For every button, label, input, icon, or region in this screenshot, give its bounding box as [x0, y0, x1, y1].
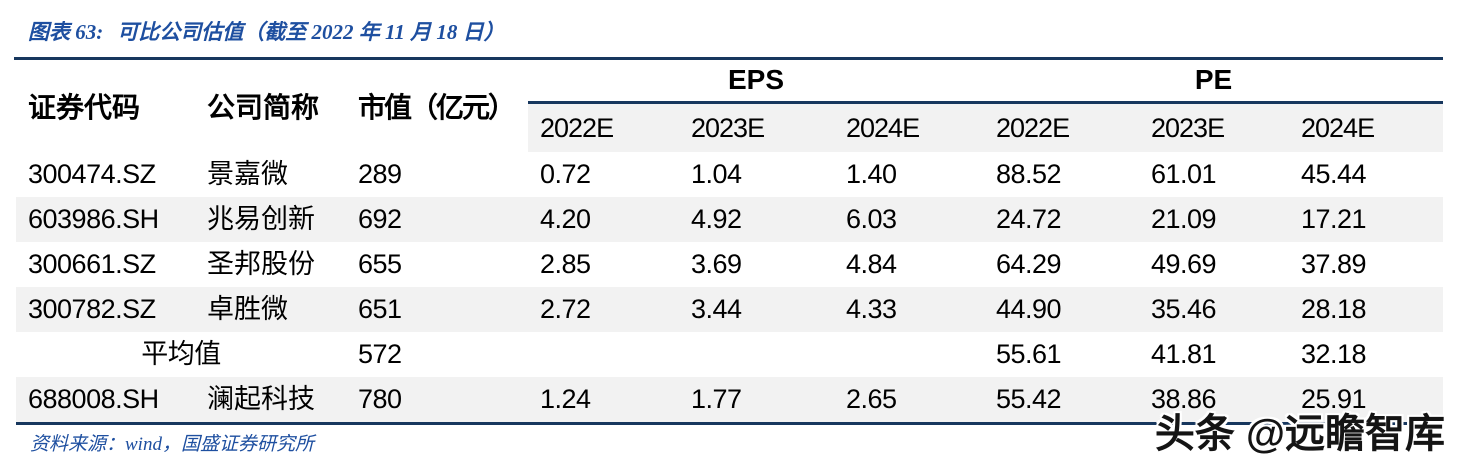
- cell-eps-2023e: 4.92: [691, 204, 742, 234]
- year-subheader-row: 2022E 2023E 2024E 2022E 2023E 2024E: [528, 104, 1443, 152]
- cell-pe-2024e: 17.21: [1301, 204, 1367, 234]
- cell-pe-2024e: 37.89: [1301, 249, 1367, 279]
- cell-security-code: 300782.SZ: [28, 294, 156, 324]
- valuation-table: 证券代码 公司简称 市值（亿元） EPS PE 2022E 2023E 2024…: [16, 60, 1443, 425]
- cell-eps-2023e: 3.44: [691, 294, 742, 324]
- header-group-eps: EPS: [727, 64, 785, 95]
- bottom-divider: [16, 422, 1443, 425]
- cell-eps-2022e: 4.20: [540, 204, 591, 234]
- cell-pe-2022e: 55.42: [996, 384, 1062, 414]
- cell-market-cap: 572: [358, 339, 402, 369]
- top-divider: [14, 57, 1443, 60]
- watermark-toutiao: 头条 @远瞻智库: [1154, 412, 1445, 456]
- cell-pe-2023e: 38.86: [1151, 384, 1217, 414]
- cell-eps-2022e: 1.24: [540, 384, 591, 414]
- cell-pe-2023e: 41.81: [1151, 339, 1217, 369]
- cell-market-cap: 692: [358, 204, 402, 234]
- cell-company-name: 澜起科技: [207, 384, 315, 414]
- cell-company-name: 兆易创新: [207, 204, 315, 234]
- cell-eps-2023e: 1.77: [691, 384, 742, 414]
- cell-eps-2023e: 3.69: [691, 249, 742, 279]
- cell-pe-2023e: 21.09: [1151, 204, 1217, 234]
- cell-eps-2022e: 2.85: [540, 249, 591, 279]
- cell-pe-2024e: 25.91: [1301, 384, 1367, 414]
- cell-pe-2022e: 44.90: [996, 294, 1062, 324]
- cell-average-label: 平均值: [141, 339, 221, 369]
- cell-pe-2022e: 24.72: [996, 204, 1062, 234]
- cell-security-code: 603986.SH: [28, 204, 159, 234]
- header-market-cap: 市值（亿元）: [358, 93, 516, 124]
- cell-pe-2023e: 49.69: [1151, 249, 1217, 279]
- header-security-code: 证券代码: [28, 93, 141, 124]
- subheader-eps-2024e: 2024E: [846, 113, 920, 143]
- figure-number: 图表 63:: [28, 20, 104, 44]
- table-row: 300474.SZ 景嘉微 289 0.72 1.04 1.40 88.52 6…: [16, 152, 1443, 197]
- table-row: 603986.SH 兆易创新 692 4.20 4.92 6.03 24.72 …: [16, 197, 1443, 242]
- cell-security-code: 300474.SZ: [28, 159, 156, 189]
- cell-company-name: 景嘉微: [207, 159, 288, 189]
- cell-eps-2024e: 4.33: [846, 294, 897, 324]
- cell-eps-2023e: [679, 332, 834, 377]
- source-note: 资料来源：wind，国盛证券研究所: [30, 434, 314, 455]
- figure-title: 图表 63: 可比公司估值（截至 2022 年 11 月 18 日）: [28, 16, 505, 46]
- table-row: 300782.SZ 卓胜微 651 2.72 3.44 4.33 44.90 3…: [16, 287, 1443, 332]
- table-row-average: 平均值 572 55.61 41.81 32.18: [16, 332, 1443, 377]
- cell-pe-2024e: 28.18: [1301, 294, 1367, 324]
- figure-title-text: 可比公司估值（截至 2022 年 11 月 18 日）: [117, 20, 505, 44]
- cell-security-code: 300661.SZ: [28, 249, 156, 279]
- table-row: 300661.SZ 圣邦股份 655 2.85 3.69 4.84 64.29 …: [16, 242, 1443, 287]
- cell-market-cap: 780: [358, 384, 402, 414]
- cell-market-cap: 655: [358, 249, 402, 279]
- cell-company-name: 卓胜微: [207, 294, 288, 324]
- subheader-pe-2022e: 2022E: [996, 113, 1070, 143]
- cell-eps-2023e: 1.04: [691, 159, 742, 189]
- cell-pe-2024e: 45.44: [1301, 159, 1367, 189]
- cell-market-cap: 651: [358, 294, 402, 324]
- cell-pe-2023e: 35.46: [1151, 294, 1217, 324]
- cell-eps-2024e: 1.40: [846, 159, 897, 189]
- cell-pe-2022e: 64.29: [996, 249, 1062, 279]
- header-group-underline: [528, 100, 1443, 104]
- cell-eps-2024e: 4.84: [846, 249, 897, 279]
- cell-eps-2024e: 6.03: [846, 204, 897, 234]
- header-group-pe: PE: [1194, 64, 1233, 95]
- subheader-pe-2023e: 2023E: [1151, 113, 1225, 143]
- cell-eps-2024e: 2.65: [846, 384, 897, 414]
- cell-company-name: 圣邦股份: [207, 249, 315, 279]
- header-company-name: 公司简称: [207, 93, 320, 124]
- cell-pe-2023e: 61.01: [1151, 159, 1217, 189]
- cell-eps-2022e: [528, 332, 679, 377]
- cell-security-code: 688008.SH: [28, 384, 159, 414]
- subheader-eps-2022e: 2022E: [540, 113, 614, 143]
- cell-market-cap: 289: [358, 159, 402, 189]
- cell-pe-2022e: 88.52: [996, 159, 1062, 189]
- subheader-pe-2024e: 2024E: [1301, 113, 1375, 143]
- cell-eps-2022e: 2.72: [540, 294, 591, 324]
- cell-eps-2022e: 0.72: [540, 159, 591, 189]
- cell-pe-2024e: 32.18: [1301, 339, 1367, 369]
- table-row: 688008.SH 澜起科技 780 1.24 1.77 2.65 55.42 …: [16, 377, 1443, 422]
- table-header: 证券代码 公司简称 市值（亿元） EPS PE 2022E 2023E 2024…: [16, 60, 1443, 152]
- cell-eps-2024e: [834, 332, 984, 377]
- subheader-eps-2023e: 2023E: [691, 113, 765, 143]
- cell-pe-2022e: 55.61: [996, 339, 1062, 369]
